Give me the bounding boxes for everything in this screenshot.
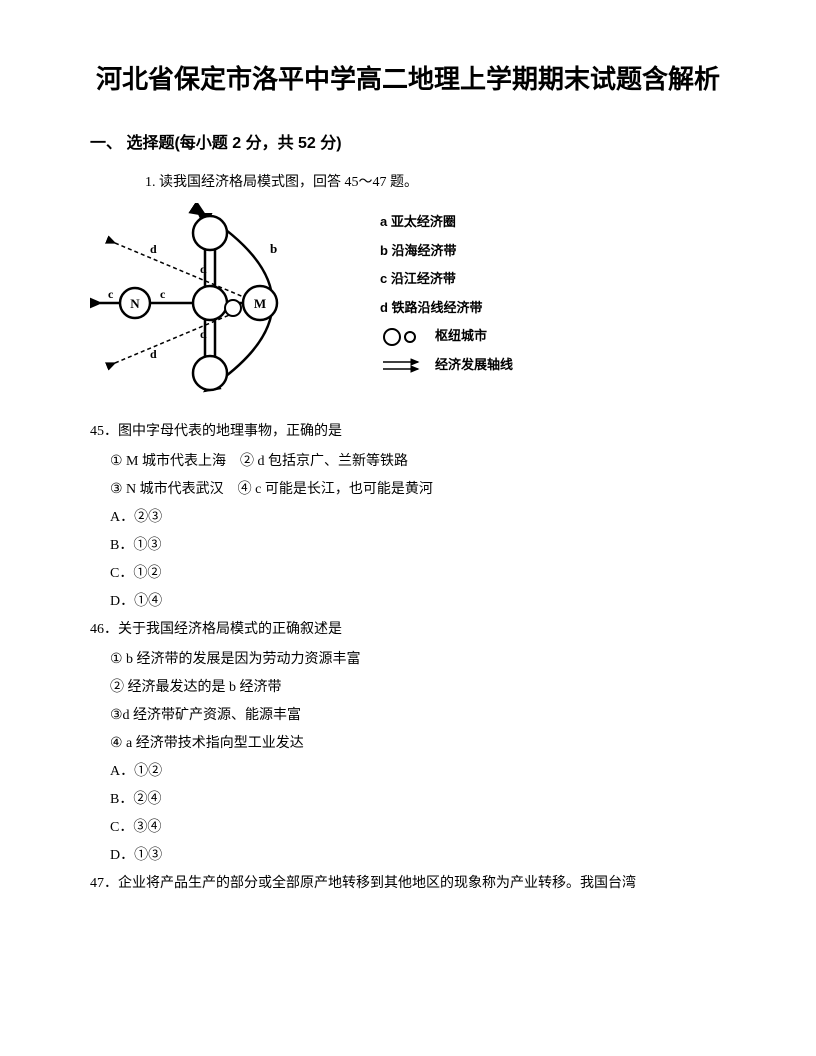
legend-hub-label: 枢纽城市: [435, 322, 487, 351]
q45-statements-1: ① M 城市代表上海 ② d 包括京广、兰新等铁路: [110, 448, 726, 476]
legend-d: d 铁路沿线经济带: [380, 294, 513, 323]
legend-axis-label: 经济发展轴线: [435, 351, 513, 380]
svg-text:b: b: [270, 241, 277, 256]
legend-b: b 沿海经济带: [380, 237, 513, 266]
q45-option-d: D．①④: [110, 588, 726, 616]
legend-a: a 亚太经济圈: [380, 208, 513, 237]
q45-statements-2: ③ N 城市代表武汉 ④ c 可能是长江，也可能是黄河: [110, 476, 726, 504]
svg-text:N: N: [130, 296, 140, 311]
svg-text:d: d: [200, 262, 207, 276]
q46-s2: ② 经济最发达的是 b 经济带: [110, 674, 726, 702]
q46-s1: ① b 经济带的发展是因为劳动力资源丰富: [110, 646, 726, 674]
q46-s4: ④ a 经济带技术指向型工业发达: [110, 730, 726, 758]
legend-c: c 沿江经济带: [380, 265, 513, 294]
page-title: 河北省保定市洛平中学高二地理上学期期末试题含解析: [90, 60, 726, 99]
svg-text:M: M: [254, 296, 266, 311]
hub-icon: [380, 327, 435, 347]
q46-option-d: D．①③: [110, 842, 726, 870]
svg-text:c: c: [108, 287, 114, 301]
section-header: 一、 选择题(每小题 2 分，共 52 分): [90, 129, 726, 153]
q46-option-a: A．①②: [110, 758, 726, 786]
svg-text:c: c: [160, 287, 166, 301]
q45-stem: 45．图中字母代表的地理事物，正确的是: [90, 418, 726, 446]
svg-text:d: d: [200, 327, 207, 341]
q46-stem: 46．关于我国经济格局模式的正确叙述是: [90, 616, 726, 644]
q46-s3: ③d 经济带矿产资源、能源丰富: [110, 702, 726, 730]
diagram-container: N M b c c d d d d a 亚太经济圈 b 沿海经济带 c 沿江经济…: [90, 203, 726, 403]
legend-axis: 经济发展轴线: [380, 351, 513, 380]
question-intro: 1. 读我国经济格局模式图，回答 45～47 题。: [145, 171, 726, 191]
diagram-legend: a 亚太经济圈 b 沿海经济带 c 沿江经济带 d 铁路沿线经济带 枢纽城市 经…: [380, 203, 513, 380]
legend-hub: 枢纽城市: [380, 322, 513, 351]
svg-text:d: d: [150, 242, 157, 256]
q45-option-a: A．②③: [110, 504, 726, 532]
q47-stem: 47．企业将产品生产的部分或全部原产地转移到其他地区的现象称为产业转移。我国台湾: [90, 870, 726, 898]
q45-option-c: C．①②: [110, 560, 726, 588]
q45-option-b: B．①③: [110, 532, 726, 560]
svg-text:d: d: [150, 347, 157, 361]
economy-diagram: N M b c c d d d d: [90, 203, 350, 403]
axis-icon: [380, 355, 435, 375]
q46-option-b: B．②④: [110, 786, 726, 814]
q46-option-c: C．③④: [110, 814, 726, 842]
